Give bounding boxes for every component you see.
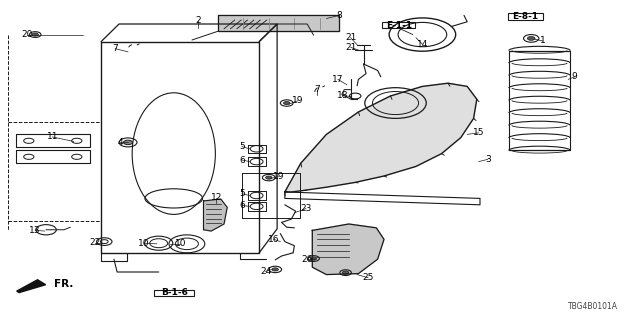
Text: 21: 21: [345, 43, 356, 52]
Circle shape: [342, 271, 349, 274]
Text: 7: 7: [113, 44, 118, 53]
Text: 8: 8: [337, 11, 342, 20]
Text: 18: 18: [337, 91, 348, 100]
Text: 15: 15: [473, 128, 484, 137]
Text: 2: 2: [196, 16, 201, 25]
Circle shape: [272, 268, 278, 271]
Text: 19: 19: [273, 172, 284, 181]
Circle shape: [310, 257, 317, 260]
Text: 4: 4: [118, 138, 123, 147]
Circle shape: [266, 176, 272, 179]
Text: 22: 22: [89, 238, 100, 247]
Text: 5: 5: [239, 142, 244, 151]
Polygon shape: [17, 280, 45, 292]
Text: 6: 6: [239, 156, 244, 164]
Text: TBG4B0101A: TBG4B0101A: [568, 302, 618, 311]
Text: 13: 13: [29, 226, 41, 235]
Text: FR.: FR.: [54, 279, 74, 289]
Text: 5: 5: [239, 189, 244, 198]
Polygon shape: [204, 199, 227, 231]
Text: E-8-1: E-8-1: [513, 12, 538, 21]
Text: 10: 10: [175, 239, 186, 248]
Circle shape: [284, 101, 290, 105]
Text: 11: 11: [47, 132, 58, 141]
Text: 7: 7: [314, 85, 319, 94]
Polygon shape: [285, 83, 477, 192]
Text: 19: 19: [292, 96, 303, 105]
Polygon shape: [312, 224, 384, 275]
Text: 12: 12: [211, 193, 222, 202]
Text: 10: 10: [138, 239, 150, 248]
Circle shape: [527, 36, 535, 40]
Text: 3: 3: [485, 155, 490, 164]
Text: 6: 6: [239, 201, 244, 210]
Text: 25: 25: [362, 273, 374, 282]
Text: E-1-1: E-1-1: [386, 21, 412, 30]
Circle shape: [124, 140, 132, 145]
Text: 14: 14: [417, 40, 428, 49]
Text: 20: 20: [21, 30, 33, 39]
Text: 9: 9: [572, 72, 577, 81]
Text: B-1-6: B-1-6: [161, 288, 188, 297]
Circle shape: [32, 33, 38, 36]
Text: 17: 17: [332, 75, 344, 84]
Text: 26: 26: [301, 255, 313, 264]
Text: 21: 21: [345, 33, 356, 42]
Text: 16: 16: [268, 235, 280, 244]
Text: 23: 23: [300, 204, 312, 213]
Polygon shape: [218, 15, 339, 31]
Text: 1: 1: [540, 36, 545, 45]
Text: 24: 24: [260, 267, 271, 276]
